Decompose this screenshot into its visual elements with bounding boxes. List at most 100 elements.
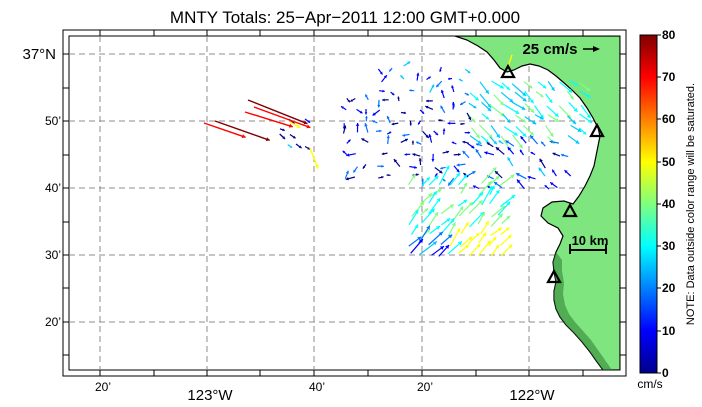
current-vector-head (386, 116, 390, 119)
current-vector-head (435, 173, 438, 176)
colorbar-label-40: 40 (662, 197, 676, 211)
current-vector-head (513, 131, 518, 136)
current-vector-head (530, 135, 534, 140)
current-vector-head (586, 87, 591, 91)
current-vector-head (468, 202, 473, 206)
station-marker (589, 122, 605, 138)
current-vector-head (451, 141, 455, 144)
current-vector-head (466, 93, 469, 96)
current-vector-head (456, 169, 460, 173)
current-vector-head (495, 244, 499, 249)
current-vector-head (520, 136, 524, 140)
current-vector-head (586, 114, 591, 119)
current-vector-head (347, 99, 350, 103)
current-vector (419, 241, 438, 255)
current-vector-head (495, 176, 500, 180)
current-vector-head (456, 163, 460, 167)
scale-bar-label: 10 km (572, 233, 609, 248)
current-vector-head (379, 129, 382, 133)
current-vector-head (478, 200, 483, 205)
current-vector-head (568, 88, 573, 93)
current-vector-head (448, 77, 451, 80)
current-vector-head (296, 124, 301, 128)
current-vector-head (298, 145, 302, 149)
current-vector-head (404, 153, 407, 156)
current-vector-head (425, 134, 429, 138)
current-vector-head (522, 132, 527, 137)
current-vector-head (471, 145, 475, 149)
current-vector-head (424, 208, 428, 212)
current-vector-head (434, 212, 438, 217)
current-vector-head (282, 128, 285, 131)
current-vector-head (364, 123, 368, 127)
current-vector-head (506, 215, 511, 220)
current-vector-head (386, 135, 390, 139)
y-axis-labels: 37°N 50’ 40’ 30’ 20’ (22, 46, 61, 329)
current-vector-head (440, 166, 443, 170)
current-vector-head (353, 169, 356, 173)
x-label-40: 40’ (309, 380, 325, 394)
current-vector-head (409, 89, 412, 92)
current-vector-head (549, 132, 554, 137)
current-vector-head (527, 175, 531, 179)
current-vector-head (382, 89, 385, 93)
current-vector-head (485, 116, 489, 120)
current-vector-head (561, 153, 564, 157)
current-vector-head (386, 174, 389, 177)
current-vector-head (544, 185, 548, 188)
colorbar-units: cm/s (637, 377, 662, 391)
current-vector-head (549, 140, 553, 144)
colorbar-label-30: 30 (662, 239, 676, 253)
colorbar-label-60: 60 (662, 112, 676, 126)
current-vector-head (517, 179, 521, 184)
current-vector-head (436, 198, 441, 202)
current-vector-head (510, 174, 515, 179)
colorbar-label-10: 10 (662, 324, 676, 338)
colorbar-note: NOTE: Data outside color range will be s… (685, 83, 697, 325)
current-vector-head (439, 69, 442, 72)
y-label-37n: 37°N (22, 46, 56, 63)
current-vector-head (379, 71, 383, 75)
current-vector-head (541, 141, 544, 145)
current-vector-head (463, 173, 467, 176)
colorbar-label-20: 20 (662, 281, 676, 295)
colorbar-tick-labels: 80 70 60 50 40 30 20 10 0 (662, 28, 676, 380)
current-vector-head (449, 204, 454, 209)
current-vector-head (397, 96, 400, 99)
current-vector-head (393, 159, 398, 163)
current-vector-head (476, 244, 481, 248)
current-vector-head (475, 96, 479, 101)
current-vector-head (450, 218, 455, 223)
frame-ticks (63, 30, 626, 376)
current-vector-head (498, 227, 502, 232)
current-vector-head (420, 201, 424, 206)
station-marker (562, 202, 578, 218)
current-vector-head (438, 119, 441, 122)
current-vector-head (372, 112, 376, 116)
current-vector-head (582, 131, 587, 135)
current-vector (481, 185, 493, 206)
current-vector-head (342, 150, 346, 154)
current-vector-head (532, 120, 537, 125)
current-vector-head (416, 173, 419, 177)
current-vector-head (554, 112, 559, 117)
current-vector-head (475, 233, 480, 237)
station-marker (500, 63, 516, 79)
current-vector-head (445, 165, 450, 170)
current-vector-head (421, 111, 425, 114)
current-vector-head (428, 134, 432, 138)
current-vector (253, 106, 311, 129)
current-vector-head (391, 92, 395, 96)
current-vector-head (567, 114, 571, 119)
current-vector-head (435, 132, 438, 135)
y-label-50: 50’ (45, 114, 61, 128)
current-vector-head (507, 235, 512, 239)
current-vector-head (516, 173, 520, 177)
current-vector-head (540, 93, 544, 97)
current-vector-head (587, 119, 592, 123)
current-vector-head (482, 232, 487, 237)
current-vector-head (348, 139, 351, 143)
current-vector-head (436, 84, 440, 88)
current-vector-head (487, 181, 492, 186)
current-vector-head (381, 152, 385, 156)
